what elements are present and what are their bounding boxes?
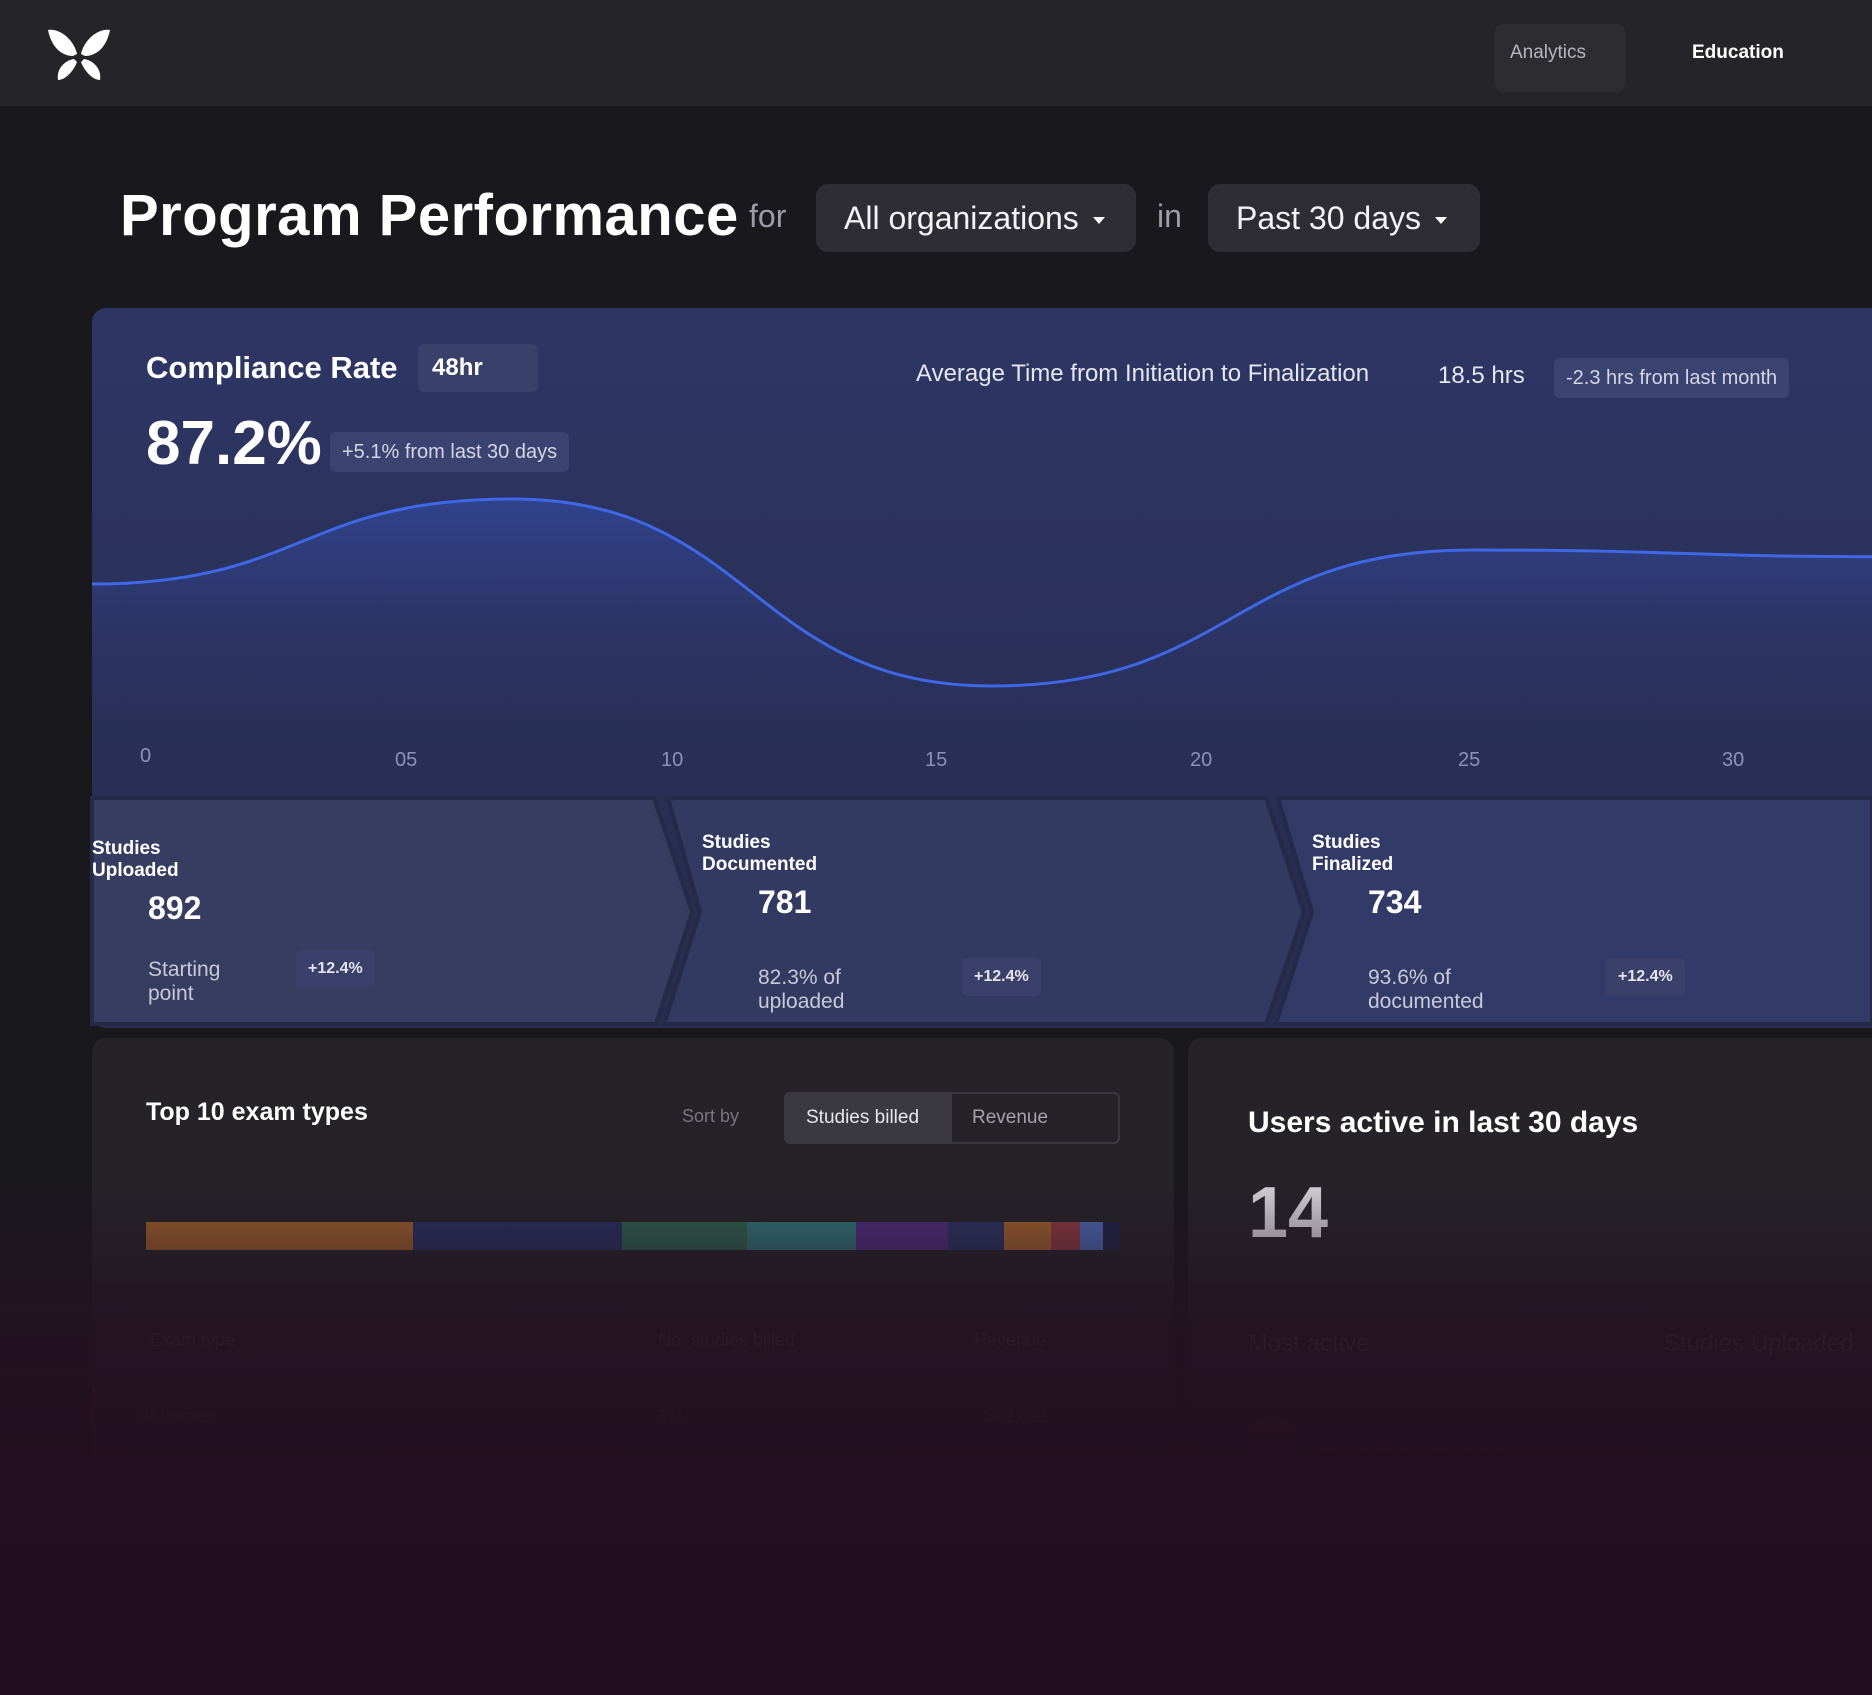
row-exam-type: Abdomen (138, 1406, 216, 1426)
stage-label: Studies Documented (702, 832, 818, 875)
exam-type-bar-segment[interactable] (146, 1222, 413, 1250)
avg-time-delta-badge: -2.3 hrs from last month (1554, 358, 1790, 398)
sort-toggle: Studies billed Revenue (784, 1092, 1120, 1144)
butterfly-logo-icon[interactable] (44, 26, 114, 84)
x-tick-label: 05 (395, 749, 417, 771)
funnel-stage-uploaded-shape (90, 796, 695, 1026)
x-tick-label: 30 (1722, 749, 1744, 771)
chevron-down-icon (1435, 217, 1447, 225)
column-header-exam-type[interactable]: Exam type (150, 1330, 236, 1350)
sort-revenue-button[interactable]: Revenue (972, 1107, 1049, 1128)
top-nav-bar: Analytics Education (0, 0, 1872, 106)
column-header-revenue[interactable]: Revenue (974, 1330, 1047, 1350)
stage-label: Studies Finalized (1312, 832, 1394, 875)
top-user-name[interactable]: Dr. Sarah Johnson (1320, 1430, 1519, 1457)
stage-delta-badge: +12.4% (296, 950, 375, 988)
chevron-down-icon (1092, 217, 1105, 225)
row-revenue: $12,891 (984, 1406, 1050, 1426)
exam-type-bar-segment[interactable] (947, 1222, 1005, 1250)
avg-time-label: Average Time from Initiation to Finaliza… (916, 360, 1370, 387)
stage-value: 892 (148, 890, 202, 926)
chart-area-fill (92, 499, 1872, 708)
active-users-title: Users active in last 30 days (1248, 1106, 1639, 1139)
row-studies-billed: 211 (656, 1406, 685, 1426)
exam-type-bar-segment[interactable] (1004, 1222, 1051, 1250)
organization-dropdown[interactable]: All organizations (816, 184, 1136, 252)
exam-types-panel: Top 10 exam types Sort by Studies billed… (92, 1038, 1174, 1678)
nav-tab-education[interactable]: Education (1692, 42, 1784, 63)
exam-type-bar-segment[interactable] (412, 1222, 623, 1250)
compliance-title: Compliance Rate (146, 350, 398, 385)
avg-time-value: 18.5 hrs (1438, 362, 1525, 389)
stage-subtext: 93.6% of documented (1368, 966, 1484, 1013)
exam-type-bar-segment[interactable] (1103, 1222, 1120, 1250)
stage-delta-badge: +12.4% (962, 958, 1041, 996)
stage-subtext: Starting point (148, 958, 221, 1005)
sort-studies-billed-button[interactable]: Studies billed (786, 1094, 952, 1142)
compliance-value: 87.2% (146, 409, 322, 478)
x-tick-label: 10 (661, 749, 683, 771)
x-tick-label: 20 (1190, 749, 1212, 771)
column-header-studies-billed[interactable]: No. studies billed (658, 1330, 796, 1350)
active-users-panel: Users active in last 30 days 14 Most act… (1188, 1038, 1872, 1678)
row-accent-bar (92, 1388, 95, 1474)
exam-type-bar-segment[interactable] (856, 1222, 948, 1250)
compliance-window-badge: 48hr (418, 344, 538, 392)
column-header-studies-uploaded: Studies Uploaded (1664, 1330, 1854, 1357)
active-users-count: 14 (1248, 1173, 1329, 1253)
compliance-delta-badge: +5.1% from last 30 days (330, 432, 570, 472)
for-label: for (749, 198, 787, 234)
funnel-stage-documented-shape (661, 796, 1307, 1026)
date-range-dropdown[interactable]: Past 30 days (1208, 184, 1480, 252)
exam-type-bar-segment[interactable] (1050, 1222, 1081, 1250)
sort-by-label: Sort by (682, 1106, 740, 1126)
stage-value: 781 (758, 884, 812, 920)
stage-delta-badge: +12.4% (1606, 958, 1685, 996)
page-title: Program Performance (120, 183, 739, 248)
stage-subtext: 82.3% of uploaded (758, 966, 845, 1013)
exam-types-title: Top 10 exam types (146, 1098, 368, 1126)
compliance-area-chart: 0 05 10 15 20 25 30 (92, 497, 1872, 771)
chart-series-line (92, 497, 1872, 688)
x-tick-label: 25 (1458, 749, 1480, 771)
stage-value: 734 (1368, 884, 1422, 920)
date-range-dropdown-label: Past 30 days (1236, 200, 1421, 236)
in-label: in (1157, 198, 1182, 234)
funnel-stage-finalized-shape (1273, 796, 1872, 1026)
exam-types-stacked-bar (146, 1222, 1120, 1250)
x-tick-label: 15 (925, 749, 947, 771)
exam-type-bar-segment[interactable] (1080, 1222, 1104, 1250)
column-header-most-active: Most active (1248, 1330, 1370, 1357)
organization-dropdown-label: All organizations (844, 200, 1079, 236)
x-tick-label: 0 (140, 745, 151, 767)
avatar (1246, 1416, 1298, 1468)
nav-tab-analytics[interactable]: Analytics (1494, 24, 1626, 92)
exam-type-bar-segment[interactable] (746, 1222, 857, 1250)
stage-label: Studies Uploaded (92, 838, 179, 881)
exam-type-bar-segment[interactable] (622, 1222, 747, 1250)
funnel-shapes (90, 796, 1872, 1026)
